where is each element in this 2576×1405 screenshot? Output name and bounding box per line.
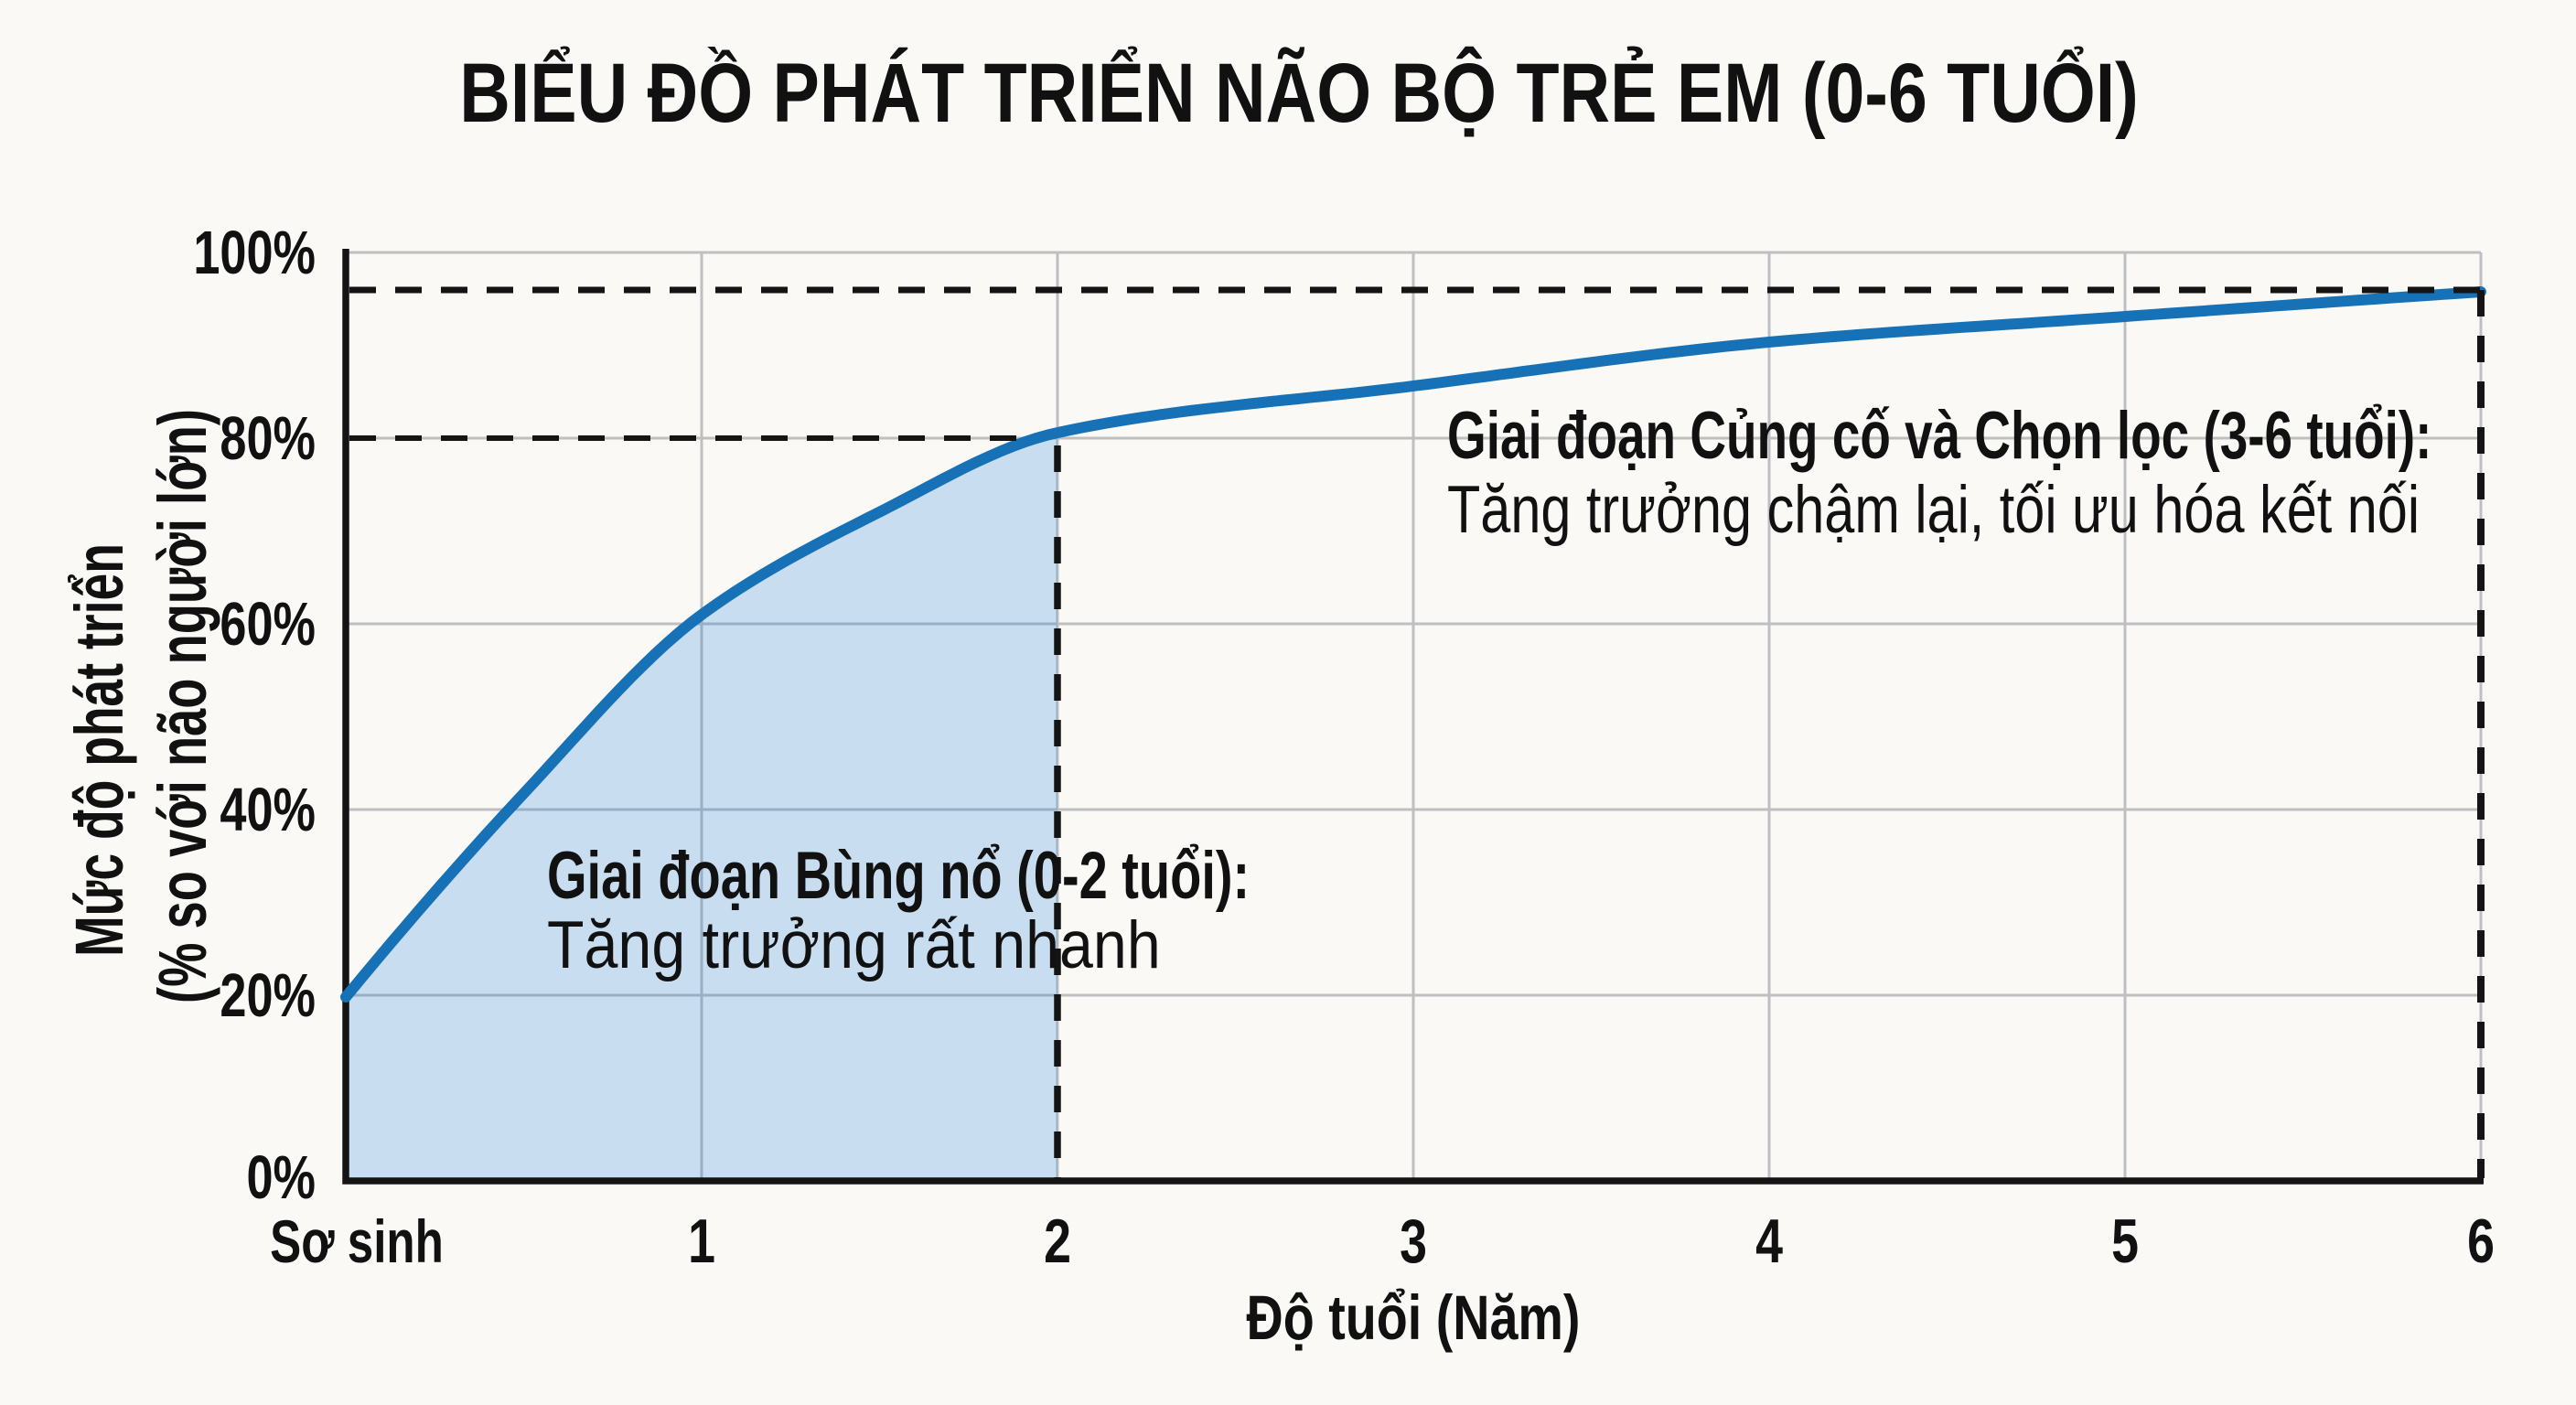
svg-text:4: 4 xyxy=(1755,1207,1783,1275)
svg-text:6: 6 xyxy=(2467,1207,2495,1275)
svg-text:(% so với não người lớn): (% so với não người lớn) xyxy=(145,409,220,1003)
svg-text:Mức độ phát triển: Mức độ phát triển xyxy=(62,543,138,957)
svg-text:Tăng trưởng rất nhanh: Tăng trưởng rất nhanh xyxy=(547,907,1161,982)
svg-text:Sơ sinh: Sơ sinh xyxy=(270,1208,444,1276)
svg-text:Tăng trưởng chậm lại, tối ưu h: Tăng trưởng chậm lại, tối ưu hóa kết nối xyxy=(1447,473,2420,547)
svg-text:80%: 80% xyxy=(220,404,316,473)
svg-text:20%: 20% xyxy=(220,961,316,1030)
svg-text:40%: 40% xyxy=(220,776,316,844)
svg-text:5: 5 xyxy=(2111,1207,2139,1275)
svg-text:Giai đoạn Củng cố và Chọn lọc: Giai đoạn Củng cố và Chọn lọc (3-6 tuổi)… xyxy=(1447,398,2431,472)
svg-text:0%: 0% xyxy=(246,1143,316,1212)
svg-text:1: 1 xyxy=(688,1207,715,1275)
svg-text:2: 2 xyxy=(1044,1207,1071,1275)
svg-text:Độ tuổi (Năm): Độ tuổi (Năm) xyxy=(1247,1282,1581,1353)
svg-text:60%: 60% xyxy=(220,590,316,659)
svg-text:Giai đoạn Bùng nổ (0-2 tuổi):: Giai đoạn Bùng nổ (0-2 tuổi): xyxy=(547,838,1250,913)
svg-text:3: 3 xyxy=(1400,1207,1427,1275)
svg-text:100%: 100% xyxy=(193,219,316,287)
svg-text:BIỂU ĐỒ PHÁT TRIỂN NÃO BỘ TRẺ: BIỂU ĐỒ PHÁT TRIỂN NÃO BỘ TRẺ EM (0-6 TU… xyxy=(459,46,2139,140)
